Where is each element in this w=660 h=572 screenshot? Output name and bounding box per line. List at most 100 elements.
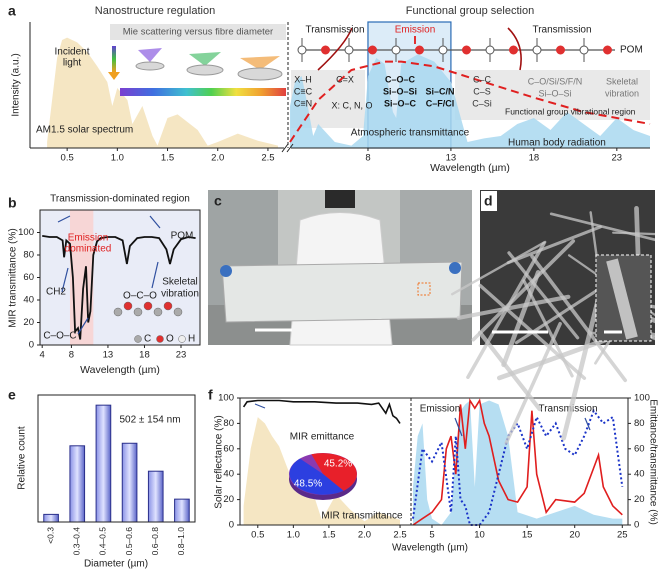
group-box	[455, 70, 650, 120]
y-tick-label: 100	[218, 393, 234, 404]
spectrum-dashed	[289, 60, 651, 143]
annotation: Skeletal	[162, 277, 198, 288]
x-tick-label: 0.4–0.5	[98, 527, 108, 556]
y-tick-label: 60	[223, 443, 234, 454]
group-label: C–C	[473, 74, 492, 84]
fibre	[506, 225, 602, 265]
annotation: vibration	[161, 289, 199, 300]
x-tick-label: 15	[522, 530, 533, 541]
series-line	[242, 399, 401, 424]
y-axis-label: Relative count	[17, 426, 28, 490]
atom	[321, 45, 330, 55]
atom	[556, 45, 565, 55]
legend-atom	[178, 335, 186, 343]
annotation: H	[188, 334, 195, 345]
atom	[579, 45, 589, 55]
bar	[43, 513, 59, 523]
x-tick-label: 8	[365, 153, 370, 164]
x-tick-label: 5	[429, 530, 434, 541]
fibre	[501, 270, 541, 368]
inset-fibre	[606, 258, 638, 340]
bar	[69, 445, 86, 523]
x-axis-label: Wavelength (µm)	[392, 543, 468, 554]
marker	[417, 282, 431, 296]
subtitle-box	[110, 24, 286, 40]
fibre	[456, 294, 571, 320]
y-tick-label: 100	[634, 393, 650, 404]
x-axis-label: Wavelength (µm)	[80, 364, 160, 376]
legend-atom	[134, 335, 142, 343]
value-label: 48.5%	[294, 479, 322, 490]
y-tick-label: 80	[223, 418, 234, 429]
group-label: C=X	[336, 74, 354, 84]
panel-label: b	[8, 195, 17, 211]
y-tick-label: 40	[223, 469, 234, 480]
x-tick-label: 18	[529, 153, 540, 164]
pointer	[57, 215, 161, 335]
x-tick-label: 1.0	[111, 153, 124, 164]
y-tick-label: 0	[634, 520, 639, 531]
y-tick-label: 40	[23, 295, 34, 306]
panel-label: f	[208, 387, 213, 403]
annotation: Emission	[395, 25, 436, 36]
y-tick-label: 20	[634, 494, 645, 505]
heading: Nanostructure regulation	[95, 5, 215, 17]
x-tick-label: 0.5–0.6	[124, 527, 134, 556]
series-dotted	[412, 408, 624, 526]
spectrum-area	[47, 37, 278, 148]
atom	[415, 45, 424, 55]
glove	[449, 262, 461, 274]
fibre	[504, 321, 562, 445]
spectrum-bar	[120, 88, 286, 96]
annotation: dominated	[65, 244, 112, 255]
fibre	[471, 239, 576, 342]
y-tick-label: 20	[223, 494, 234, 505]
y-tick-label: 20	[23, 317, 34, 328]
scatter-cone	[138, 48, 162, 62]
x-tick-label: 18	[139, 350, 150, 361]
annotation: Transmission	[305, 25, 364, 36]
annotation: Incident	[54, 47, 89, 58]
annotation: O	[166, 334, 174, 345]
photo-c	[208, 190, 472, 346]
y-axis-label: MIR transmittance (%)	[8, 228, 19, 327]
group-label: C≡C	[294, 86, 313, 96]
annotation: Functional group vibrational region	[505, 106, 636, 116]
photo-d	[450, 190, 660, 445]
annotation: Transmission	[532, 25, 591, 36]
fibre	[612, 231, 660, 236]
x-tick-label: <0.3	[45, 527, 55, 544]
atom	[163, 301, 173, 311]
annotation: Human body radiation	[508, 138, 606, 149]
x-tick-label: 1.0	[287, 530, 300, 541]
heading: Functional group selection	[406, 5, 534, 17]
y-tick-label: 0	[29, 340, 34, 351]
pie-label: MIR transmittance	[321, 511, 403, 522]
x-tick-label: 23	[612, 153, 623, 164]
y-tick-label: 60	[634, 443, 645, 454]
atom	[113, 307, 123, 317]
panel-label: c	[214, 193, 222, 209]
annotation: Emission	[420, 404, 461, 415]
atom	[485, 45, 495, 55]
x-tick-label: 0.8–1.0	[176, 527, 186, 556]
annotation: Transmission-dominated region	[50, 194, 190, 205]
scatter-cone	[189, 52, 221, 66]
frame	[239, 397, 629, 526]
pie-label: MIR emittance	[290, 432, 355, 443]
head	[325, 190, 355, 208]
atom	[123, 301, 133, 311]
atom	[173, 307, 183, 317]
bar	[147, 470, 164, 523]
sem-cover	[655, 190, 660, 345]
annotation: C–O–C	[43, 331, 76, 342]
x-axis-label: Diameter (µm)	[84, 559, 148, 570]
fibre	[450, 240, 547, 296]
fibre	[530, 254, 628, 383]
x-tick-label: 1.5	[322, 530, 335, 541]
group-label: Si–O–Si	[383, 86, 417, 96]
x-tick-label: 25	[617, 530, 628, 541]
frame	[37, 394, 196, 523]
